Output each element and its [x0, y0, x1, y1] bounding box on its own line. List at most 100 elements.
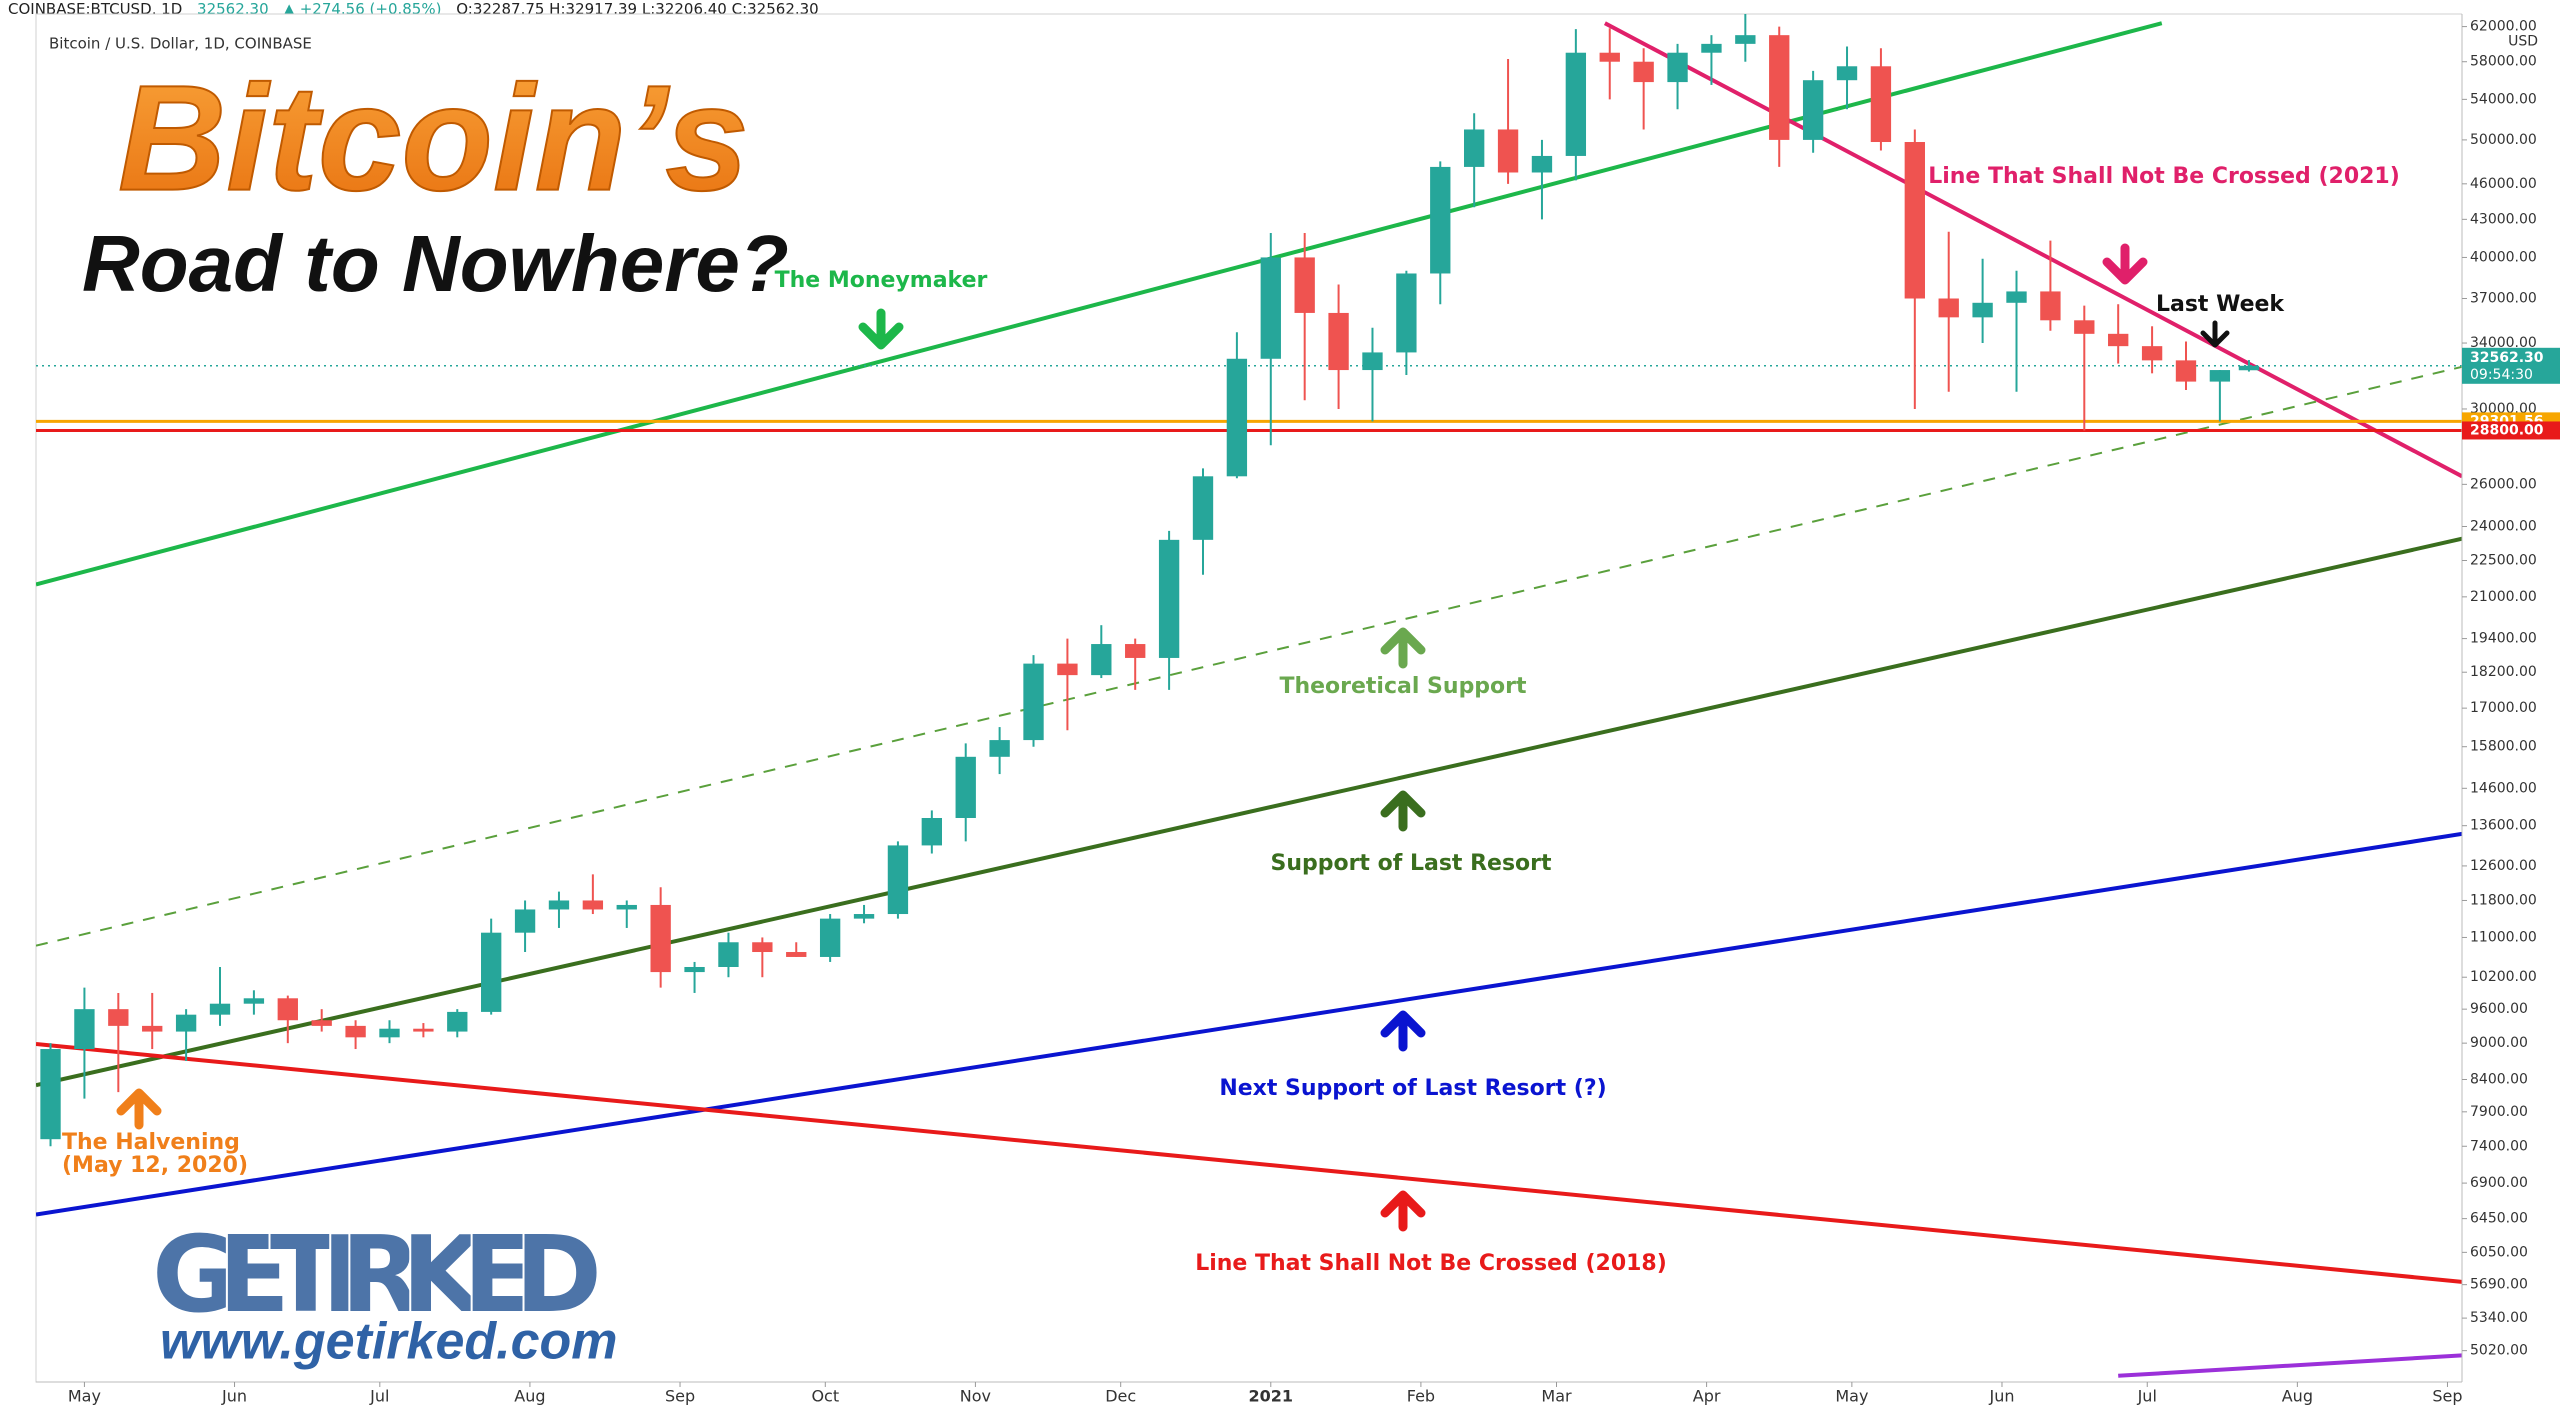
y-tick-label: 18200.00	[2470, 664, 2537, 680]
candle-body	[1972, 302, 1993, 318]
x-tick-label: Jun	[1988, 1387, 2014, 1406]
annotation: The Moneymaker	[775, 268, 988, 293]
candle-body	[1735, 35, 1756, 44]
candle-body	[1294, 257, 1315, 313]
x-tick-label: Jun	[221, 1387, 247, 1406]
y-tick-label: 54000.00	[2470, 91, 2537, 107]
annotation: Line That Shall Not Be Crossed (2021)	[1928, 164, 2400, 189]
candle-body	[582, 900, 604, 910]
logo-url: www.getirked.com	[160, 1313, 618, 1371]
x-tick-label: Nov	[960, 1387, 991, 1406]
y-tick-label: 9600.00	[2470, 1001, 2528, 1017]
candle-body	[2175, 360, 2197, 382]
x-tick-label: Mar	[1541, 1387, 1572, 1406]
candle-body	[2209, 370, 2231, 382]
x-tick-label: May	[68, 1387, 101, 1406]
trend-line	[36, 365, 2462, 947]
y-axis-bg	[2462, 0, 2560, 1409]
y-tick-label: 12600.00	[2470, 858, 2537, 874]
candle-body	[1396, 273, 1417, 353]
subtitle: Bitcoin / U.S. Dollar, 1D, COINBASE	[49, 35, 312, 53]
y-tick-label: 5020.00	[2470, 1343, 2528, 1359]
candle-body	[2040, 291, 2061, 321]
y-tick-label: 46000.00	[2470, 176, 2537, 192]
candle-body	[989, 740, 1010, 757]
candle-body	[1870, 66, 1892, 143]
candle-body	[514, 909, 536, 933]
candle-body	[819, 918, 841, 957]
arrow	[2200, 320, 2230, 348]
y-tick-label: 11800.00	[2470, 892, 2537, 908]
annotation: Next Support of Last Resort (?)	[1219, 1076, 1606, 1101]
x-tick-label: May	[1835, 1387, 1868, 1406]
y-tick-label: 24000.00	[2470, 519, 2537, 535]
candle-body	[2006, 291, 2027, 303]
y-tick-label: 7900.00	[2470, 1104, 2528, 1120]
candle-body	[786, 952, 807, 957]
arrow	[2102, 243, 2148, 285]
y-unit: USD	[2508, 34, 2538, 50]
candle-body	[1565, 52, 1587, 156]
annotation: The Halvening	[62, 1130, 240, 1155]
candle-body	[209, 1003, 231, 1015]
y-tick-label: 58000.00	[2470, 54, 2537, 70]
candle-body	[650, 904, 671, 973]
candle-body	[1328, 312, 1349, 371]
candle-body	[1802, 80, 1824, 140]
candle-body	[345, 1025, 366, 1038]
candle-body	[1769, 35, 1790, 140]
candle-body	[481, 932, 502, 1012]
candle-body	[1362, 352, 1383, 371]
candle-body	[311, 1020, 332, 1026]
candle-body	[921, 817, 942, 846]
candle-body	[1904, 142, 1925, 299]
y-tick-label: 11000.00	[2470, 929, 2537, 945]
x-tick-label: Jul	[369, 1387, 389, 1406]
annotation: Support of Last Resort	[1270, 851, 1552, 876]
price-tag-label: 28800.00	[2470, 422, 2544, 438]
candle-body	[1192, 476, 1214, 540]
x-tick-label: Aug	[2282, 1387, 2313, 1406]
y-tick-label: 9000.00	[2470, 1035, 2528, 1051]
price-tag	[2462, 347, 2560, 384]
y-tick-label: 13600.00	[2470, 818, 2537, 834]
candle-body	[243, 998, 265, 1004]
y-tick-label: 5340.00	[2470, 1310, 2528, 1326]
overlay: 62000.00 58000.00 54000.00 50000.00 46000.00…	[36, 0, 2560, 1409]
trend-line	[2118, 1353, 2462, 1378]
x-tick-label: Dec	[1105, 1387, 1136, 1406]
y-tick-label: 5690.00	[2470, 1277, 2528, 1293]
title-line2: Road to Nowhere?	[82, 219, 789, 308]
candle-body	[413, 1028, 434, 1032]
title: Bitcoin’s	[118, 54, 749, 222]
trend-line	[1603, 21, 2462, 479]
candle-body	[1260, 257, 1281, 359]
candle-body	[2238, 365, 2260, 371]
y-tick-label: 22500.00	[2470, 553, 2537, 569]
candle-body	[379, 1028, 400, 1038]
candle-body	[548, 900, 570, 910]
price-tag-sub: 09:54:30	[2470, 367, 2533, 383]
y-tick-label: 43000.00	[2470, 211, 2537, 227]
candle-body	[1667, 52, 1688, 83]
trend-line	[36, 1042, 2462, 1284]
candle-body	[1497, 129, 1519, 173]
price-tag-label: 32562.30	[2470, 350, 2544, 366]
plot	[36, 14, 2462, 1378]
annotation: Line That Shall Not Be Crossed (2018)	[1195, 1251, 1667, 1276]
y-tick-label: 40000.00	[2470, 249, 2537, 265]
annotation: Theoretical Support	[1279, 674, 1527, 699]
y-tick-label: 17000.00	[2470, 700, 2537, 716]
arrow	[1380, 627, 1426, 669]
candle-body	[718, 942, 739, 967]
candle-body	[108, 1009, 129, 1026]
y-tick-label: 8400.00	[2470, 1071, 2528, 1087]
y-tick-label: 10200.00	[2470, 969, 2537, 985]
candle-body	[1836, 66, 1858, 81]
candle-body	[1938, 298, 1959, 318]
price-tag	[2462, 421, 2560, 440]
x-tick-label: Sep	[665, 1387, 695, 1406]
candle-body	[1599, 52, 1620, 62]
candle-body	[1158, 539, 1180, 658]
